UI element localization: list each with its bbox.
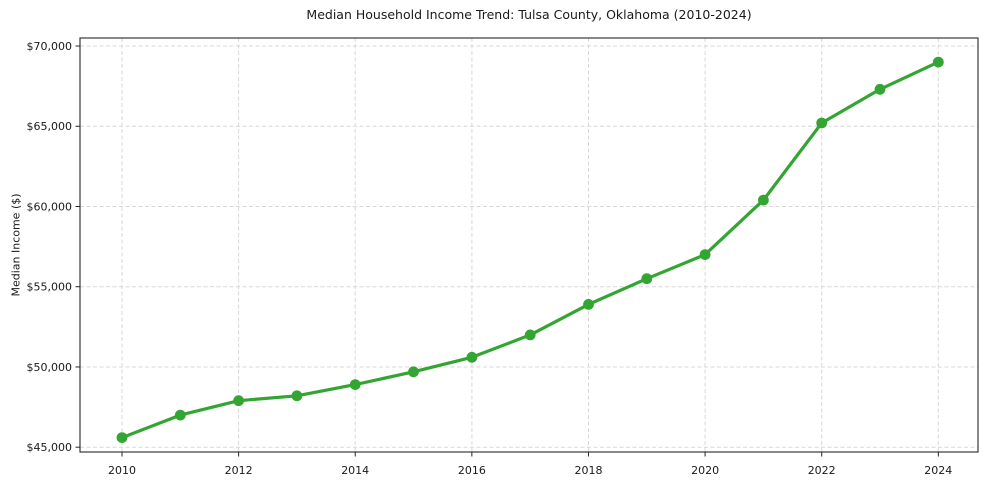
data-point [583, 299, 594, 310]
x-tick-label: 2022 [808, 464, 836, 477]
x-tick-label: 2014 [341, 464, 369, 477]
x-tick-label: 2024 [924, 464, 952, 477]
data-line [120, 60, 940, 440]
data-point [116, 432, 128, 443]
y-tick-label: $70,000 [27, 40, 73, 53]
data-point [816, 117, 828, 129]
data-point [174, 409, 186, 421]
x-tick-label: 2010 [108, 464, 136, 477]
y-tick-label: $55,000 [27, 281, 73, 294]
chart-title: Median Household Income Trend: Tulsa Cou… [306, 7, 752, 22]
data-point [699, 249, 711, 260]
data-point [349, 379, 361, 390]
y-tick-label: $50,000 [27, 361, 73, 374]
data-point [524, 329, 536, 341]
y-tick-label: $65,000 [27, 120, 73, 133]
data-point [874, 83, 886, 95]
data-point [408, 366, 419, 378]
data-point [758, 194, 769, 206]
y-tick-label: $45,000 [27, 441, 73, 454]
x-tick-label: 2018 [575, 464, 603, 477]
plot-border [79, 37, 979, 453]
data-point [466, 351, 478, 363]
x-tick-label: 2020 [691, 464, 719, 477]
data-point [291, 390, 303, 402]
y-tick-label: $60,000 [27, 200, 73, 213]
data-point [932, 56, 944, 68]
data-point [233, 395, 245, 407]
data-point [641, 273, 653, 285]
x-tick-label: 2012 [225, 464, 253, 477]
x-tick-label: 2016 [458, 464, 486, 477]
